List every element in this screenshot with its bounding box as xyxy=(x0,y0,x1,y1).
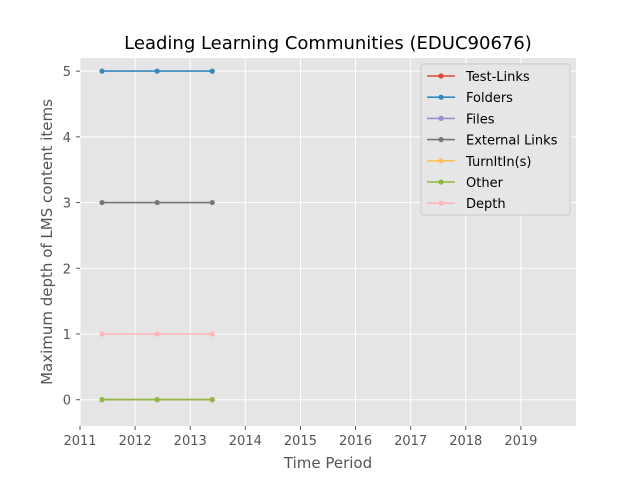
x-tick-label: 2017 xyxy=(394,434,427,449)
x-tick-label: 2018 xyxy=(449,434,482,449)
legend-label: Depth xyxy=(466,197,506,212)
x-tick-label: 2014 xyxy=(229,434,262,449)
legend: Test-Links Folders Files External Links Turn… xyxy=(420,63,571,216)
legend-entry: Other xyxy=(427,176,504,191)
x-tick-label: 2011 xyxy=(63,434,96,449)
data-point xyxy=(154,397,160,403)
y-ticks: 0 1 2 3 4 5 xyxy=(63,65,80,409)
legend-label: TurnItIn(s) xyxy=(465,155,531,170)
x-tick-label: 2019 xyxy=(504,434,537,449)
legend-entry: Test-Links xyxy=(427,70,530,85)
data-point xyxy=(154,331,160,337)
series-other xyxy=(99,397,215,403)
legend-label: Folders xyxy=(466,91,513,106)
legend-entry: External Links xyxy=(427,134,558,149)
legend-swatch-marker xyxy=(438,94,444,100)
y-tick-label: 2 xyxy=(63,262,71,277)
data-point xyxy=(99,331,105,337)
data-point xyxy=(99,68,105,74)
legend-label: Other xyxy=(466,176,504,191)
x-tick-label: 2013 xyxy=(174,434,207,449)
y-tick-label: 0 xyxy=(63,394,71,409)
data-point xyxy=(99,199,105,206)
legend-entry: Files xyxy=(427,112,495,127)
legend-entry: Depth xyxy=(427,197,506,212)
legend-entry: TurnItIn(s) xyxy=(427,155,531,170)
legend-swatch-marker xyxy=(438,115,444,121)
legend-swatch-marker xyxy=(438,200,444,206)
y-tick-label: 1 xyxy=(63,328,71,343)
chart-title: Leading Learning Communities (EDUC90676) xyxy=(124,33,532,54)
y-tick-label: 3 xyxy=(63,197,71,212)
data-point xyxy=(99,397,105,403)
legend-label: Files xyxy=(466,112,495,127)
data-point xyxy=(209,397,215,403)
x-tick-label: 2012 xyxy=(119,434,152,449)
y-tick-label: 4 xyxy=(63,131,71,146)
legend-label: External Links xyxy=(466,134,558,149)
series-depth xyxy=(99,331,215,337)
legend-swatch-marker xyxy=(438,158,444,164)
legend-label: Test-Links xyxy=(465,70,530,85)
legend-swatch-marker xyxy=(438,73,444,79)
x-tick-label: 2016 xyxy=(339,434,372,449)
data-point xyxy=(209,331,215,337)
legend-box xyxy=(420,63,571,216)
series-group xyxy=(99,68,215,403)
data-point xyxy=(209,68,215,74)
series-external-links xyxy=(99,199,215,206)
series-folders xyxy=(99,68,215,74)
y-tick-label: 5 xyxy=(63,65,71,80)
x-axis-label: Time Period xyxy=(283,454,372,472)
data-point xyxy=(154,68,160,74)
data-point xyxy=(209,199,215,206)
data-point xyxy=(154,199,160,206)
x-tick-label: 2015 xyxy=(284,434,317,449)
y-axis-label: Maximum depth of LMS content items xyxy=(38,99,56,385)
legend-swatch-marker xyxy=(438,179,444,185)
legend-swatch-marker xyxy=(438,137,444,143)
legend-entry: Folders xyxy=(427,91,513,106)
x-ticks: 2011 2012 2013 2014 2015 2016 2017 2018 2019 xyxy=(63,426,537,449)
